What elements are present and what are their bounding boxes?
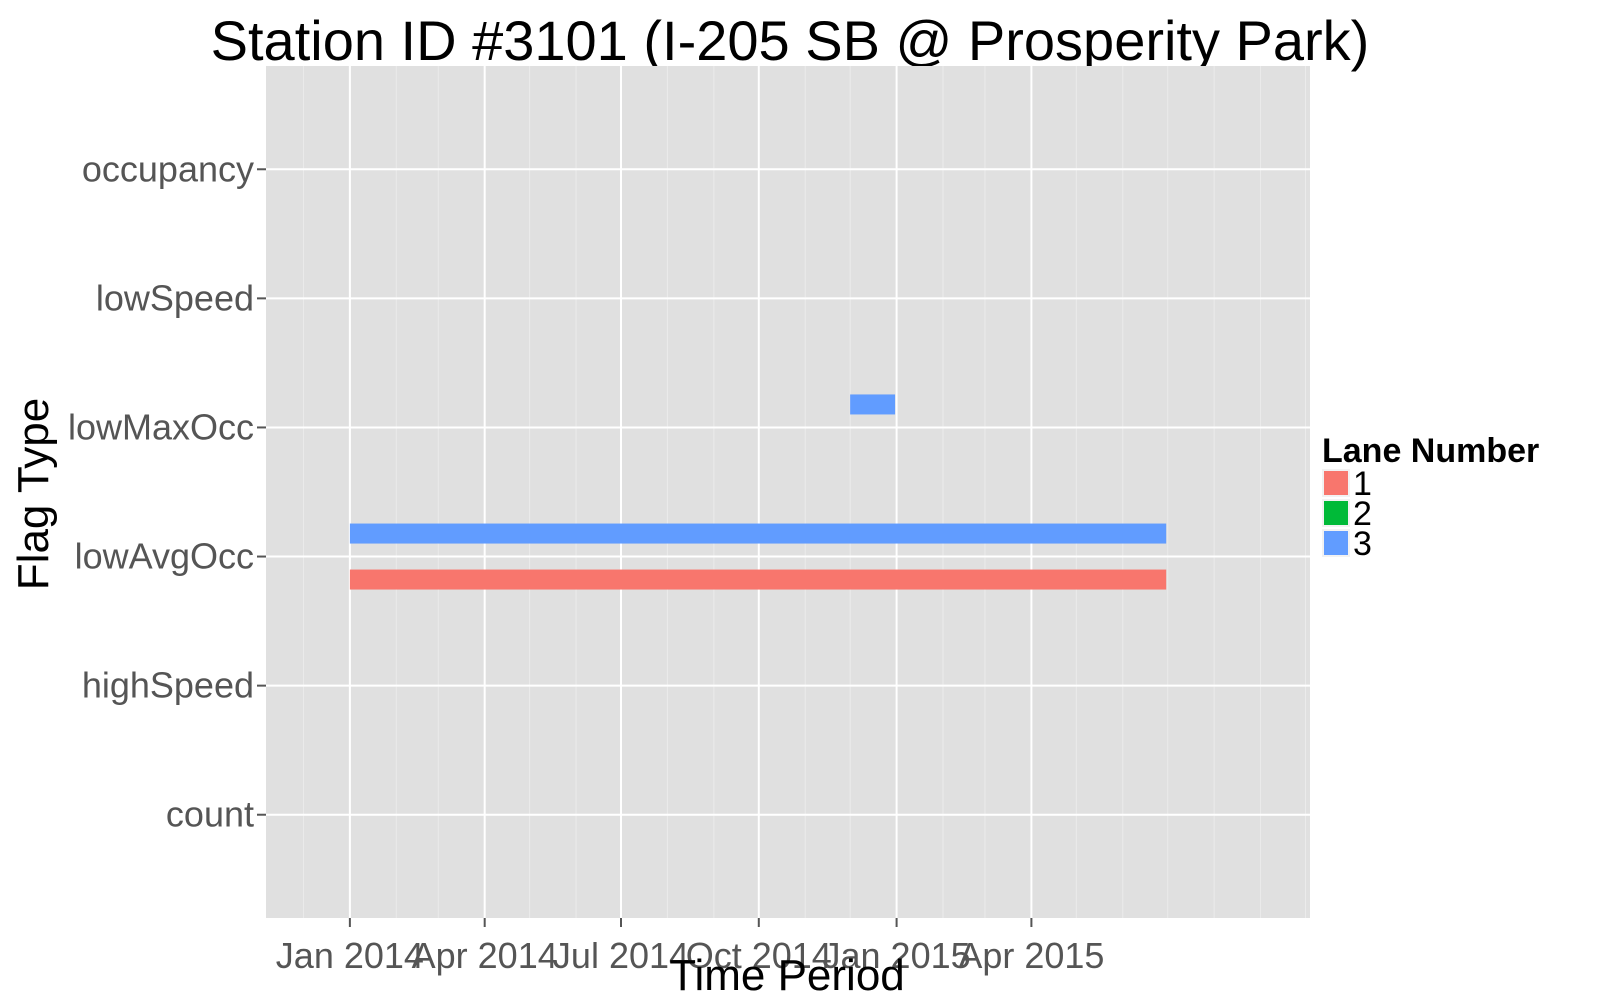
legend-swatch: [1324, 501, 1348, 525]
y-tick-label: highSpeed: [82, 665, 254, 706]
legend-label: 3: [1353, 525, 1372, 563]
minor-gridlines: [302, 66, 1307, 918]
flag-segments: [349, 394, 1167, 590]
legend-label: 2: [1353, 495, 1372, 533]
chart-title: Station ID #3101 (I-205 SB @ Prosperity …: [211, 9, 1370, 72]
y-axis-title: Flag Type: [9, 398, 58, 590]
x-tick-label: Jul 2014: [553, 935, 689, 976]
legend: Lane Number 123: [1322, 432, 1539, 563]
major-gridlines: [266, 66, 1310, 918]
legend-swatch: [1324, 471, 1348, 495]
y-tick-label: count: [166, 794, 254, 835]
x-tick-label: Apr 2015: [958, 935, 1104, 976]
flag-segment-lane-1: [349, 569, 1167, 590]
x-tick-label: Apr 2014: [412, 935, 558, 976]
flag-segment-lane-3: [850, 394, 896, 415]
y-axis: count highSpeed lowAvgOcc lowMaxOcc lowSpeed…: [68, 148, 266, 835]
plot-background: [266, 66, 1310, 918]
legend-swatch: [1324, 531, 1348, 555]
x-tick-label: Jan 2015: [823, 935, 971, 976]
legend-label: 1: [1353, 465, 1372, 503]
y-tick-label: occupancy: [82, 148, 254, 189]
x-tick-label: Oct 2014: [686, 935, 832, 976]
flag-segment-lane-3: [349, 523, 1167, 544]
x-axis-title: Time Period: [669, 951, 905, 1000]
y-tick-label: lowAvgOcc: [75, 536, 254, 577]
x-tick-label: Jan 2014: [276, 935, 424, 976]
y-tick-label: lowSpeed: [96, 277, 254, 318]
legend-title: Lane Number: [1322, 432, 1539, 470]
y-tick-label: lowMaxOcc: [68, 406, 254, 447]
